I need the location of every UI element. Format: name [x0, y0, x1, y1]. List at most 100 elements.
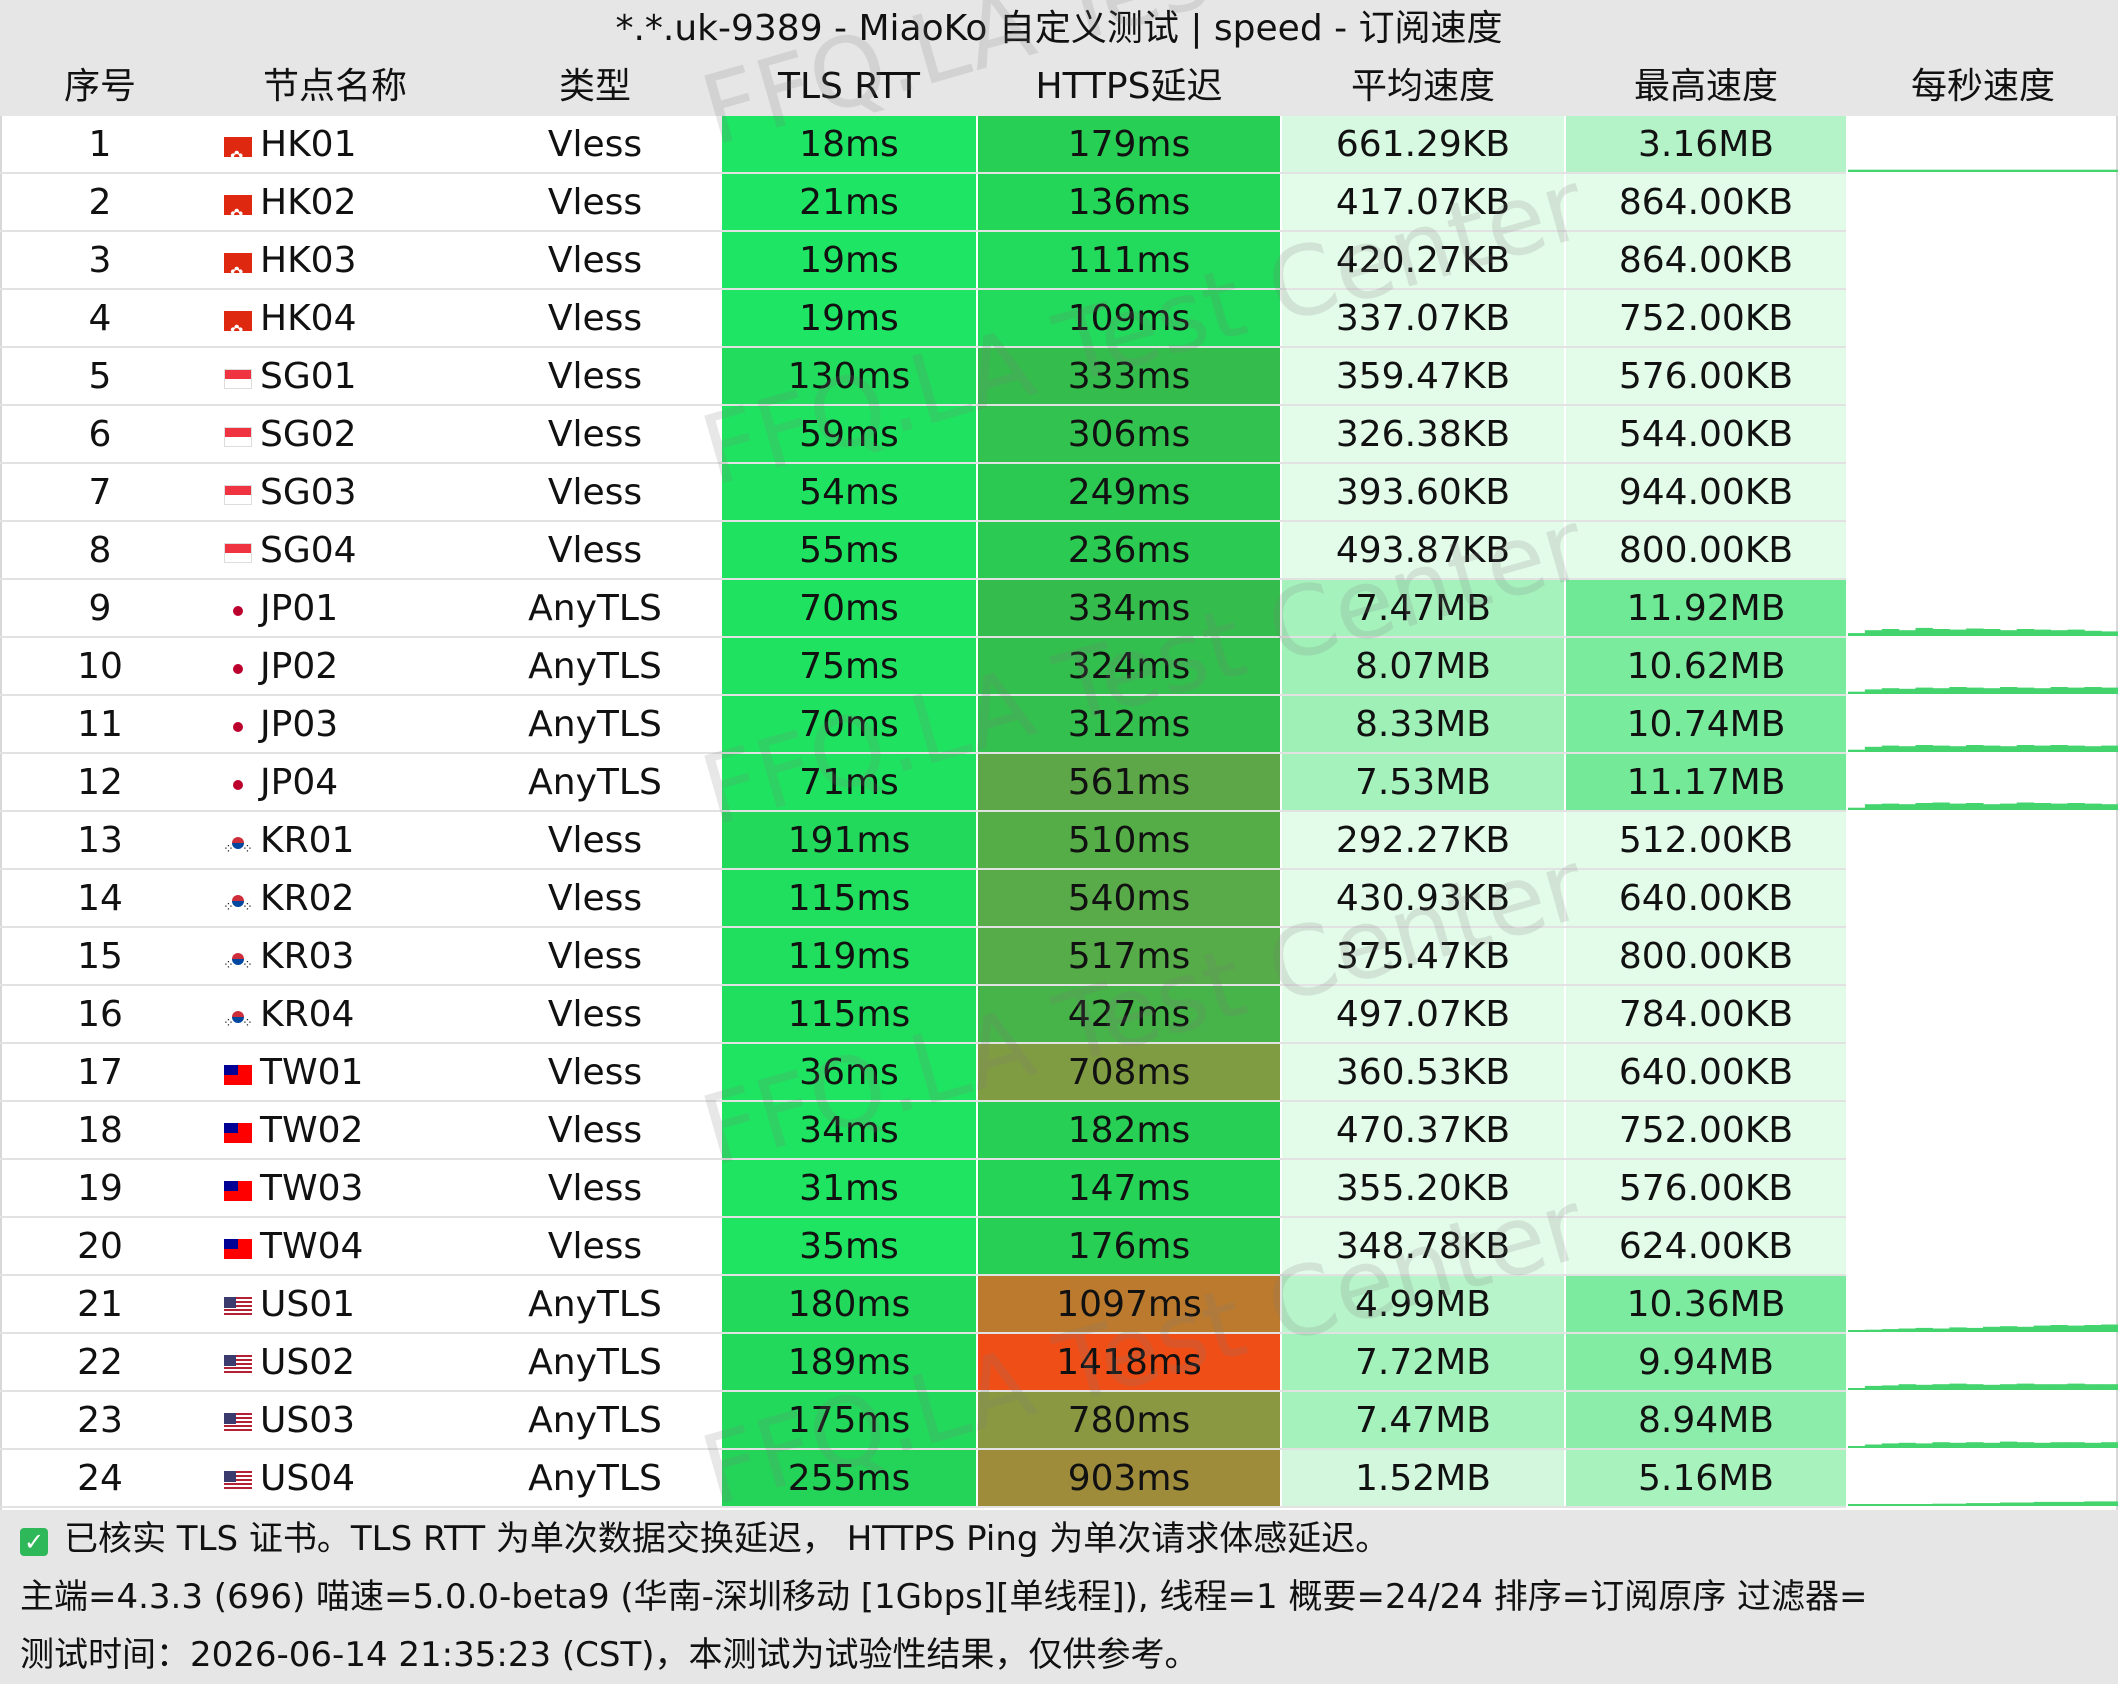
- cell-type: Vless: [547, 298, 643, 339]
- cell-tls-rtt: 115ms: [722, 870, 976, 926]
- per-second-speed-sparkline: [1848, 232, 2118, 290]
- cell-https-latency: 249ms: [978, 464, 1280, 520]
- cell-max-speed: 3.16MB: [1566, 116, 1846, 172]
- sparkline-bar: [2050, 630, 2068, 636]
- sparkline-bar: [1864, 1444, 1883, 1448]
- cell-tls-rtt: 115ms: [722, 986, 976, 1042]
- table-row: 24 US04 AnyTLS 255ms 903ms 1.52MB 5.16MB: [0, 1450, 2118, 1508]
- per-second-speed-sparkline: [1848, 1501, 2118, 1506]
- node-name-text: TW03: [260, 1168, 364, 1209]
- sparkline-bar: [1881, 629, 1900, 636]
- node-name-text: SG03: [260, 472, 357, 513]
- node-name-text: KR02: [260, 878, 355, 919]
- cell-index: 10: [77, 646, 123, 687]
- cell-node-name: KR01: [200, 812, 470, 879]
- cell-node-name: JP04: [200, 754, 470, 810]
- table-header: 序号 节点名称 类型 TLS RTT HTTPS延迟 平均速度 最高速度 每秒速…: [0, 58, 2118, 116]
- sparkline-bar: [1881, 1443, 1900, 1448]
- cell-index: 8: [88, 530, 112, 571]
- sparkline-bar: [1864, 1329, 1883, 1332]
- sg-flag-icon: [224, 543, 252, 563]
- cell-index: 23: [77, 1400, 123, 1441]
- node-name-text: JP01: [260, 588, 339, 629]
- sparkline-bar: [1881, 1504, 1900, 1506]
- cell-max-speed: 576.00KB: [1566, 348, 1846, 404]
- cell-tls-rtt: 54ms: [722, 464, 976, 520]
- cell-avg-speed: 337.07KB: [1282, 290, 1564, 346]
- cell-avg-speed: 292.27KB: [1282, 812, 1564, 868]
- cell-avg-speed: 4.99MB: [1282, 1276, 1564, 1332]
- sparkline-bar: [1848, 1330, 1866, 1332]
- cell-avg-speed: 430.93KB: [1282, 870, 1564, 926]
- sparkline-bar: [1848, 1504, 1866, 1506]
- cell-https-latency: 334ms: [978, 580, 1280, 636]
- cell-max-speed: 11.92MB: [1566, 580, 1846, 636]
- cell-https-latency: 182ms: [978, 1102, 1280, 1158]
- sparkline-bar: [2101, 1324, 2118, 1332]
- node-name-text: KR04: [260, 994, 355, 1035]
- per-second-speed-sparkline: [1848, 348, 2118, 406]
- kr-flag-icon: [223, 879, 255, 937]
- cell-index: 19: [77, 1168, 123, 1209]
- per-second-speed-sparkline: [1848, 745, 2118, 752]
- cell-max-speed: 544.00KB: [1566, 406, 1846, 462]
- cell-index: 12: [77, 762, 123, 803]
- col-header-avg-speed: 平均速度: [1350, 66, 1495, 107]
- per-second-speed-sparkline: [1848, 522, 2118, 580]
- per-second-speed-sparkline: [1848, 406, 2118, 464]
- sparkline-bar: [1881, 1329, 1900, 1332]
- sparkline-bar: [2033, 1384, 2051, 1390]
- cell-tls-rtt: 180ms: [722, 1276, 976, 1332]
- sparkline-bar: [2033, 629, 2051, 636]
- cell-index: 7: [88, 472, 112, 513]
- cell-index: 3: [88, 240, 112, 281]
- sparkline-bar: [1949, 746, 1967, 752]
- cell-https-latency: 136ms: [978, 174, 1280, 230]
- cell-tls-rtt: 75ms: [722, 638, 976, 694]
- cell-type: Vless: [547, 182, 643, 223]
- col-header-max-speed: 最高速度: [1633, 66, 1778, 107]
- sparkline-bar: [2050, 1384, 2068, 1390]
- cell-index: 11: [77, 704, 123, 745]
- cell-index: 1: [88, 124, 112, 165]
- cell-https-latency: 540ms: [978, 870, 1280, 926]
- sparkline-bar: [1932, 1442, 1950, 1448]
- node-name-text: JP03: [260, 704, 339, 745]
- cell-avg-speed: 493.87KB: [1282, 522, 1564, 578]
- cell-https-latency: 517ms: [978, 928, 1280, 984]
- cell-tls-rtt: 70ms: [722, 696, 976, 752]
- cell-tls-rtt: 175ms: [722, 1392, 976, 1448]
- cell-https-latency: 1097ms: [978, 1276, 1280, 1332]
- cell-node-name: HK04: [200, 290, 470, 360]
- table-row: 11 JP03 AnyTLS 70ms 312ms 8.33MB 10.74MB: [0, 696, 2118, 754]
- table-row: 23 US03 AnyTLS 175ms 780ms 7.47MB 8.94MB: [0, 1392, 2118, 1450]
- node-name-text: TW04: [260, 1226, 364, 1267]
- sparkline-bar: [2101, 1442, 2118, 1448]
- cell-avg-speed: 470.37KB: [1282, 1102, 1564, 1158]
- hk-flag-icon: [224, 302, 252, 360]
- sparkline-bar: [2101, 804, 2118, 810]
- row-separator: [0, 926, 1846, 928]
- cell-type: Vless: [547, 936, 643, 977]
- sparkline-bar: [1949, 1383, 1967, 1390]
- cell-type: Vless: [547, 1110, 643, 1151]
- sparkline-bar: [1999, 687, 2018, 694]
- sparkline-bar: [2050, 745, 2068, 752]
- cell-node-name: US03: [200, 1392, 470, 1448]
- sparkline-bar: [1999, 803, 2018, 810]
- sparkline-bar: [2016, 1383, 2035, 1390]
- sparkline-bar: [1983, 688, 2001, 694]
- row-separator: [0, 1100, 1846, 1102]
- node-name-text: JP04: [260, 762, 339, 803]
- row-separator: [0, 1390, 1846, 1392]
- cell-node-name: US04: [200, 1450, 470, 1506]
- table-row: 5 SG01 Vless 130ms 333ms 359.47KB 576.00KB: [0, 348, 2118, 406]
- sparkline-bar: [1881, 745, 1900, 752]
- sparkline-bar: [2016, 745, 2035, 752]
- sparkline-bar: [2067, 745, 2085, 752]
- sg-flag-icon: [224, 485, 252, 505]
- cell-avg-speed: 1.52MB: [1282, 1450, 1564, 1506]
- sparkline-bar: [2067, 1325, 2085, 1332]
- cell-type: AnyTLS: [528, 762, 662, 803]
